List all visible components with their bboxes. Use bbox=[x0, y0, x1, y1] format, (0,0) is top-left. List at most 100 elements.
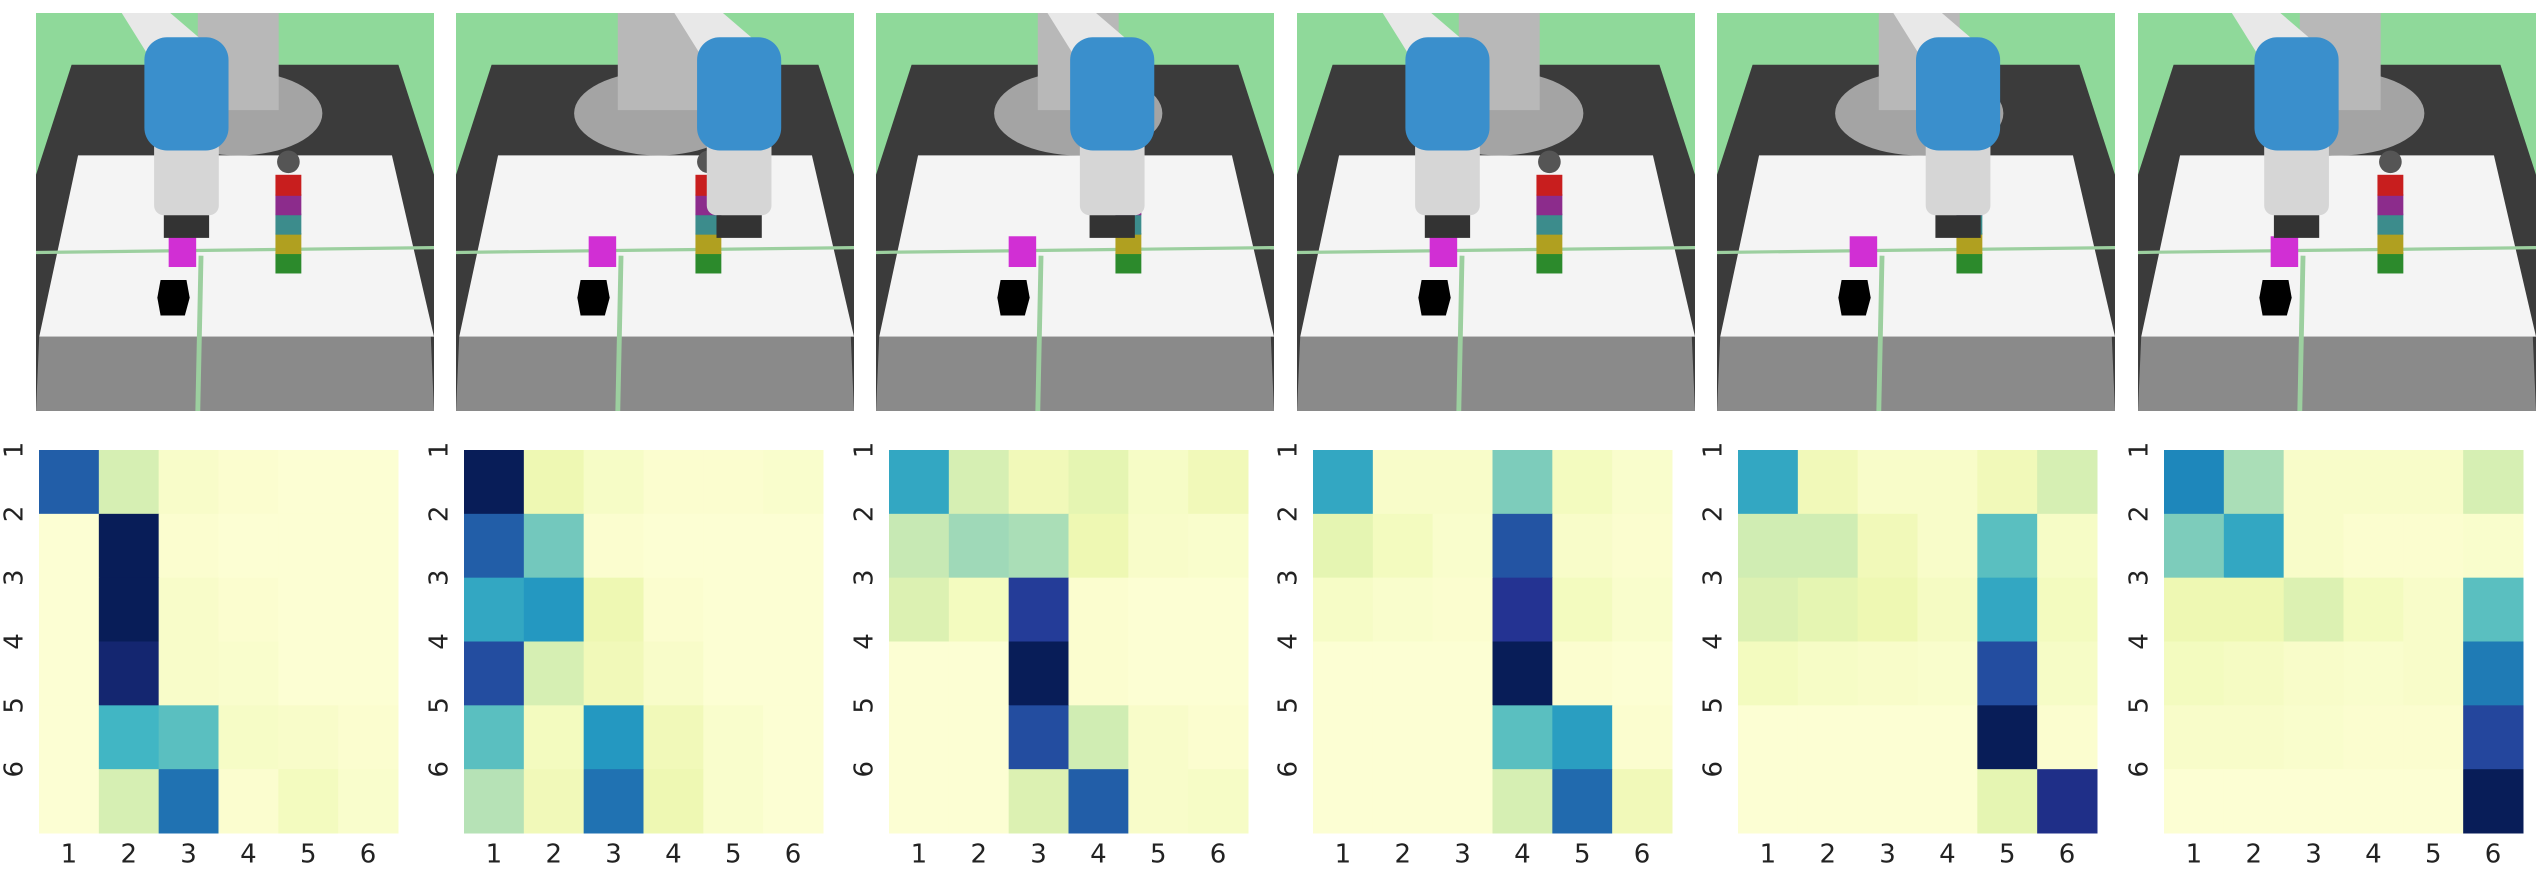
heatmap-cell bbox=[2223, 513, 2285, 579]
heatmap-cell bbox=[889, 450, 950, 515]
object-cube bbox=[168, 236, 197, 268]
heatmap-cell bbox=[1917, 450, 1978, 515]
heatmap-cell bbox=[158, 577, 219, 642]
heatmap-cell bbox=[2223, 769, 2285, 834]
object-cube bbox=[275, 174, 302, 196]
y-tick-label: 3 bbox=[1699, 569, 1729, 586]
heatmap-cell bbox=[158, 450, 219, 515]
heatmap-cell bbox=[1977, 513, 2038, 579]
heatmap-cell bbox=[2283, 513, 2344, 579]
y-tick-label: 5 bbox=[1274, 697, 1304, 714]
heatmap-cell bbox=[2037, 769, 2098, 834]
object-cube bbox=[2377, 213, 2404, 235]
x-tick-label: 1 bbox=[1760, 840, 1777, 870]
heatmap-cell bbox=[2037, 577, 2098, 642]
heatmap-cell bbox=[643, 641, 704, 706]
object-sphere bbox=[277, 150, 300, 174]
x-tick-label: 1 bbox=[61, 840, 78, 870]
object-cube bbox=[1956, 252, 1983, 274]
heatmap-cell bbox=[464, 450, 525, 515]
heatmap-cell bbox=[1797, 450, 1859, 515]
heatmap-cell bbox=[1492, 769, 1553, 834]
heatmap-cell bbox=[98, 705, 160, 770]
heatmap-cell bbox=[2343, 641, 2404, 706]
heatmap-cell bbox=[278, 705, 339, 770]
scene-panel bbox=[35, 13, 435, 412]
object-cube bbox=[1115, 252, 1142, 274]
object-cube bbox=[1849, 236, 1878, 268]
robot-gripper-body bbox=[1070, 37, 1155, 151]
x-tick-label: 1 bbox=[486, 840, 503, 870]
heatmap-cell bbox=[1612, 450, 1673, 515]
heatmap-cell bbox=[2463, 577, 2524, 642]
object-cube bbox=[1008, 236, 1037, 268]
robot-fingers bbox=[2273, 215, 2320, 238]
table-front bbox=[2138, 336, 2536, 412]
heatmap-cell bbox=[1738, 577, 1799, 642]
x-tick-label: 2 bbox=[120, 840, 137, 870]
guide-line bbox=[1296, 245, 1696, 255]
heatmap-cell bbox=[1313, 641, 1374, 706]
heatmap-cell bbox=[763, 705, 824, 770]
heatmap-cell bbox=[158, 641, 219, 706]
x-tick-label: 4 bbox=[1090, 840, 1107, 870]
heatmap-cell bbox=[1068, 577, 1129, 642]
heatmap-cell bbox=[1797, 705, 1859, 770]
heatmap-cell bbox=[2037, 450, 2098, 515]
heatmap-cell bbox=[278, 513, 339, 579]
y-tick-label: 1 bbox=[0, 442, 30, 459]
guide-line bbox=[875, 245, 1275, 255]
heatmap-cell bbox=[1372, 513, 1434, 579]
heatmap-cell bbox=[158, 513, 219, 579]
heatmap-cell bbox=[1492, 450, 1553, 515]
y-tick-label: 2 bbox=[850, 506, 880, 523]
table-top bbox=[39, 155, 435, 337]
heatmap-cell bbox=[763, 577, 824, 642]
heatmap-cell bbox=[643, 769, 704, 834]
heatmap-cell bbox=[218, 641, 279, 706]
x-tick-label: 4 bbox=[2365, 840, 2382, 870]
heatmap-cell bbox=[39, 641, 100, 706]
heatmap-cell bbox=[1612, 577, 1673, 642]
heatmap-cell bbox=[464, 577, 525, 642]
y-tick-label: 4 bbox=[0, 633, 30, 650]
guide-line bbox=[1876, 255, 1885, 412]
heatmap-cell bbox=[1857, 513, 1918, 579]
heatmap-cell bbox=[464, 641, 525, 706]
heatmap-cell bbox=[1313, 769, 1374, 834]
guide-line bbox=[195, 255, 204, 412]
heatmap-cell bbox=[338, 641, 399, 706]
heatmap-cell bbox=[39, 450, 100, 515]
heatmap-cell bbox=[1797, 577, 1859, 642]
x-tick-label: 1 bbox=[1335, 840, 1352, 870]
object-cube bbox=[2270, 236, 2299, 268]
x-tick-label: 3 bbox=[605, 840, 622, 870]
x-tick-label: 6 bbox=[1634, 840, 1651, 870]
x-tick-label: 5 bbox=[1574, 840, 1591, 870]
heatmap-cell bbox=[523, 705, 585, 770]
heatmap-cell bbox=[1128, 705, 1189, 770]
heatmap-cell bbox=[2283, 577, 2344, 642]
y-tick-label: 5 bbox=[2125, 697, 2155, 714]
heatmaps: 1 2 3 4 5 6 1 2 3 4 5 6 1 2 3 4 5 6 1 2 3 4 5 6 1 2 3 4 5 6 1 2 3 4 5 6 1 2 3 4… bbox=[0, 442, 2524, 870]
robot-fingers bbox=[1424, 215, 1471, 238]
x-tick-label: 4 bbox=[1939, 840, 1956, 870]
heatmap-cell bbox=[889, 641, 950, 706]
object-cube bbox=[1536, 213, 1563, 235]
heatmap-cell bbox=[1857, 450, 1918, 515]
y-tick-label: 4 bbox=[1274, 633, 1304, 650]
object-cube bbox=[1536, 233, 1563, 255]
x-tick-label: 3 bbox=[180, 840, 197, 870]
object-cube bbox=[588, 236, 617, 268]
heatmap-cell bbox=[2343, 705, 2404, 770]
heatmap-cell bbox=[1552, 513, 1613, 579]
heatmap-cell bbox=[1552, 769, 1613, 834]
heatmap-cell bbox=[2343, 450, 2404, 515]
heatmap-cell bbox=[98, 513, 160, 579]
heatmap-cell bbox=[583, 641, 644, 706]
heatmap-cell bbox=[278, 769, 339, 834]
object-cube bbox=[1956, 233, 1983, 255]
robot-gripper-body bbox=[1916, 37, 2001, 151]
heatmap-cell bbox=[2223, 450, 2285, 515]
object-cube bbox=[275, 213, 302, 235]
